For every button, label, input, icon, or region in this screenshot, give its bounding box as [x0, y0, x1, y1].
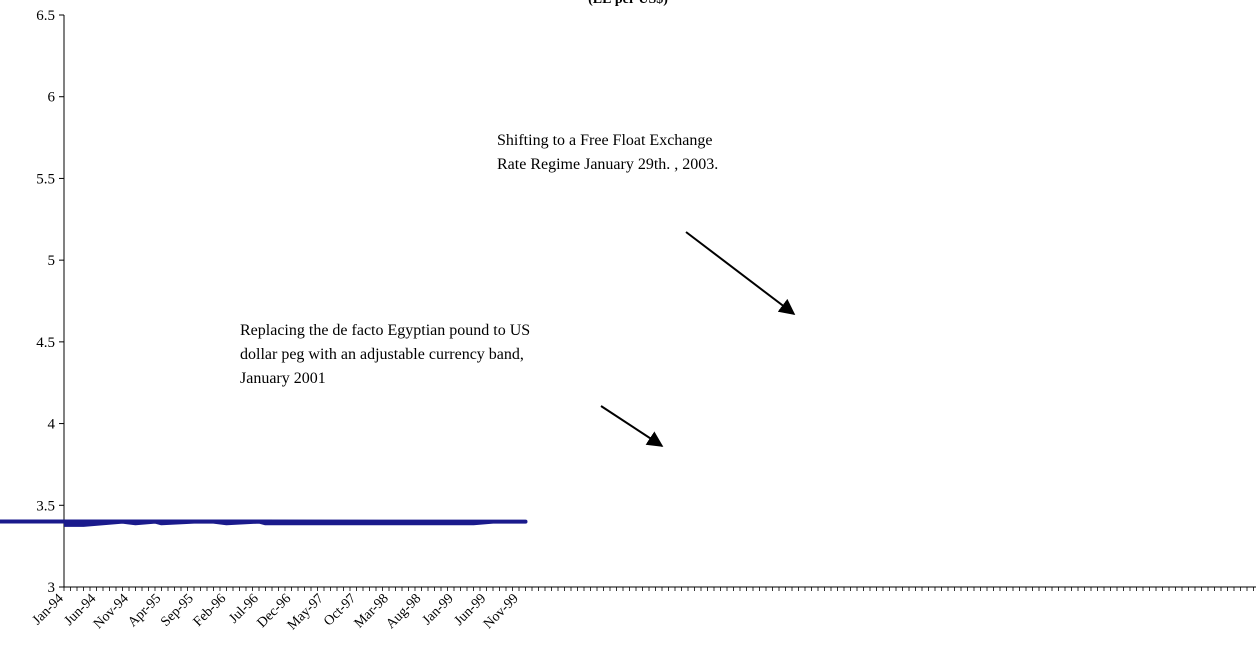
x-tick-label: Nov-94 [91, 591, 132, 632]
y-tick-label: 5.5 [36, 171, 55, 187]
x-tick-label: Apr-95 [125, 591, 164, 630]
x-tick-label: Nov-99 [481, 591, 522, 632]
y-tick-label: 3 [48, 580, 56, 596]
exchange-rate-series-line [0, 519, 528, 527]
x-tick-label: Mar-98 [352, 591, 392, 631]
y-tick-label: 6 [48, 90, 56, 106]
y-tick-label: 3.5 [36, 498, 55, 514]
y-tick-label: 6.5 [36, 8, 55, 24]
annotation-free-float: Shifting to a Free Float Exchange Rate R… [497, 132, 719, 173]
y-tick-label: 4 [48, 417, 56, 433]
x-tick-label: Jan-94 [30, 591, 67, 628]
x-tick-label: Sep-95 [158, 591, 197, 630]
x-tick-label: Aug-98 [383, 591, 424, 632]
y-tick-label: 4.5 [36, 335, 55, 351]
x-tick-label: May-97 [285, 591, 327, 633]
chart-caption-fragment: (LE per US$) [0, 0, 1256, 8]
annotation-arrow-band [600, 405, 664, 447]
x-tick-label: Feb-96 [191, 591, 230, 630]
y-tick-label: 5 [48, 253, 56, 269]
annotation-currency-band: Replacing the de facto Egyptian pound to… [240, 322, 531, 387]
annotation-arrow-float [685, 231, 796, 315]
x-tick-label: Jan-99 [420, 591, 457, 628]
